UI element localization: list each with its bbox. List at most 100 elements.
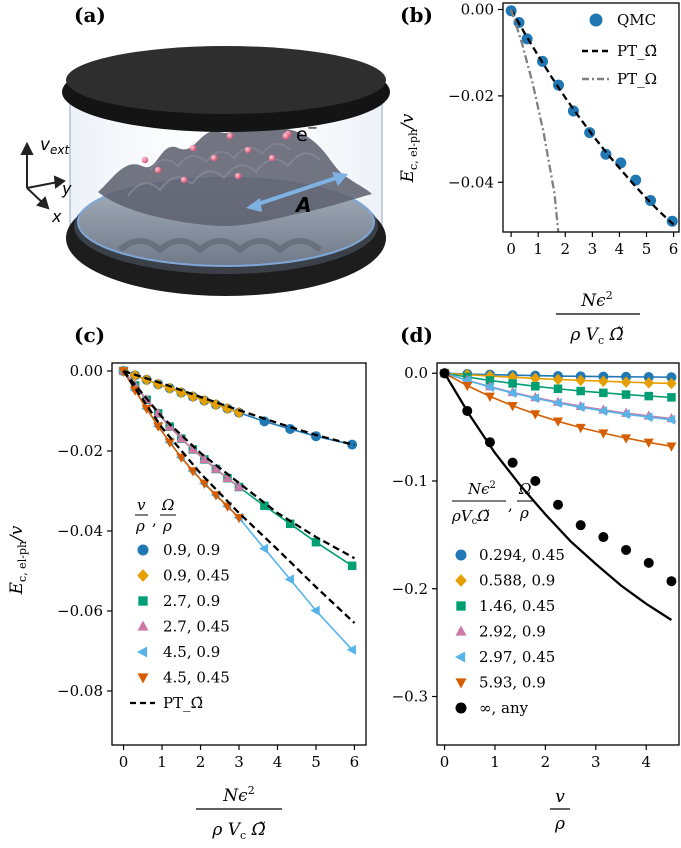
legend-b-qmc-marker (589, 13, 603, 27)
panel-c-point-0-9-0-45-2 (141, 374, 152, 386)
panel-d-point-5-93-0-9-3 (507, 402, 518, 412)
svg-text:Nϵ2: Nϵ2 (222, 784, 254, 806)
panel-d-ytick-2: −0.2 (392, 580, 428, 598)
svg-text:ρVcΩ̃: ρVcΩ̃ (451, 507, 490, 527)
panel-c-point-4-5-0-9-13 (310, 605, 320, 616)
axis-x-label: x (51, 207, 62, 226)
legend-d-item-0: 0.294, 0.45 (479, 546, 565, 564)
panel-d-point-2-97-0-45-5 (552, 397, 562, 408)
panel-d-point-1-46-0-45-4 (531, 382, 540, 391)
panel-c-point-2-7-0-45-9 (222, 472, 233, 482)
legend-c-marker-2 (138, 596, 148, 606)
panel-a-illustration: (a) (20, 3, 390, 296)
panel-b: (b) 0 1 2 3 4 5 6 0.00 −0.02 −0.04 Ec, el-ph/v Nϵ… (398, 0, 680, 347)
panel-b-curve-PT-0 (510, 8, 675, 226)
panel-c-point-0-9-0-45-3 (152, 378, 164, 390)
legend-d-item-6: ∞, any (479, 699, 529, 717)
panel-c-ylabel: Ec, el-ph/v (7, 525, 29, 595)
panel-d-point-5-93-0-9-8 (621, 434, 632, 444)
panel-d-point-any-5 (553, 499, 563, 510)
panel-c-series-PT (122, 369, 356, 624)
panel-c-point-0-9-0-45-9 (222, 402, 233, 415)
axis-y-label: y (61, 179, 72, 198)
panel-d-point-5-93-0-9-4 (530, 410, 541, 420)
panel-d-point-1-46-0-45-10 (667, 393, 676, 402)
panel-c-point-2-7-0-45-7 (199, 453, 210, 464)
panel-c-xtick-3: 3 (234, 753, 244, 771)
svg-text:ρ: ρ (554, 814, 565, 834)
panel-c-point-2-7-0-45-5 (176, 433, 187, 443)
svg-text:,: , (508, 496, 513, 514)
panel-c-point-4-5-0-45-5 (176, 453, 187, 463)
svg-text:,: , (152, 511, 157, 529)
panel-c-curve-PT-1 (122, 370, 356, 560)
panel-d-point-1-46-0-45-9 (644, 391, 653, 401)
panel-c-point-2-7-0-9-11 (260, 501, 269, 511)
svg-text:ρ: ρ (135, 517, 145, 535)
legend-c-item-5: 4.5, 0.45 (163, 669, 230, 687)
panel-c-xtick-4: 4 (273, 753, 283, 771)
panel-b-ytick-1: −0.02 (448, 87, 494, 105)
panel-c-point-4-5-0-45-7 (199, 479, 210, 489)
panel-c: (c) 0 1 2 3 4 5 6 0.00 −0.02 −0.04 −0.06 −0.08 Ec, … (7, 323, 367, 842)
panel-d-point-2-97-0-45-6 (575, 402, 585, 413)
panel-d-xtick-3: 3 (591, 753, 601, 771)
legend-d-item-1: 0.588, 0.9 (479, 572, 555, 590)
panel-d-point-any-3 (507, 457, 518, 468)
electron-dots (141, 130, 292, 184)
legend-c-marker-5 (137, 673, 149, 684)
panel-d-point-5-93-0-9-5 (553, 417, 563, 427)
svg-text:Nϵ2: Nϵ2 (467, 480, 496, 498)
panel-c-point-2-7-0-9-13 (311, 537, 321, 547)
panel-d: (d) 0 1 2 3 4 0.0 −0.1 −0.2 −0.3 v ρ Nϵ2 ρVcΩ̃ ,… (392, 323, 680, 834)
legend-c-item-1: 0.9, 0.45 (163, 567, 230, 585)
panel-c-line-2-7-0-9 (122, 370, 353, 567)
legend-c-marker-3 (137, 620, 149, 631)
panel-c-curve-PT-2 (122, 370, 356, 624)
panel-d-xlabel: v ρ (550, 787, 570, 834)
panel-c-point-2-7-0-45-8 (210, 463, 221, 473)
panel-d-point-1-46-0-45-3 (508, 379, 517, 388)
panel-c-point-4-5-0-9-14 (346, 644, 356, 655)
panel-c-curve-PT-0 (123, 369, 355, 447)
panel-c-xtick-1: 1 (157, 753, 167, 771)
panel-b-data (505, 5, 678, 232)
panel-d-point-any-6 (575, 520, 586, 531)
legend-d-marker-1 (455, 574, 467, 587)
panel-b-xtick-0: 0 (506, 240, 516, 258)
panel-d-point-0-294-0-45-9 (643, 372, 654, 383)
panel-d-point-2-97-0-45-4 (529, 393, 540, 404)
panel-b-curve-PT-0 (510, 9, 560, 232)
legend-d-item-4: 2.97, 0.45 (479, 648, 555, 666)
svg-text:Ec, el-ph/v: Ec, el-ph/v (7, 525, 29, 595)
panel-d-legend: Nϵ2 ρVcΩ̃ , Ω ρ 0.294, 0.45 0.588, 0.9 1.4… (451, 480, 565, 717)
panel-c-point-4-5-0-45-4 (164, 438, 175, 448)
panel-a-label: (a) (74, 3, 106, 27)
panel-d-point-0-588-0-9-5 (552, 373, 564, 386)
legend-d-item-5: 5.93, 0.9 (479, 674, 546, 692)
panel-b-plot: 0 1 2 3 4 5 6 0.00 −0.02 −0.04 (448, 0, 680, 258)
panel-d-point-0-588-0-9-7 (598, 375, 609, 387)
legend-c-marker-1 (137, 569, 149, 582)
panel-b-ytick-2: −0.04 (448, 173, 494, 191)
panel-d-point-2-97-0-45-10 (665, 414, 676, 425)
panel-d-point-any-10 (666, 576, 677, 587)
panel-d-point-2-97-0-45-2 (484, 382, 494, 393)
svg-text:Nϵ2: Nϵ2 (580, 289, 612, 311)
panel-d-point-1-46-0-45-2 (485, 376, 495, 385)
panel-d-plot: 0 1 2 3 4 0.0 −0.1 −0.2 −0.3 (392, 362, 680, 771)
panel-d-point-5-93-0-9-2 (484, 392, 495, 402)
panel-d-ytick-0: 0.0 (404, 364, 428, 382)
panel-b-series-QMC (505, 5, 678, 227)
panel-d-point-1-46-0-45-7 (599, 388, 608, 398)
panel-c-data (118, 365, 358, 655)
legend-d-marker-0 (455, 549, 467, 561)
panel-d-point-2-97-0-45-8 (620, 409, 630, 420)
svg-text:Ω: Ω (161, 496, 174, 514)
electron-label: e (296, 124, 308, 146)
vext-subscript: ext (50, 143, 70, 157)
panel-d-point-0-588-0-9-6 (575, 374, 586, 387)
legend-c-item-2: 2.7, 0.9 (163, 592, 220, 610)
svg-text:ρ: ρ (162, 517, 172, 535)
